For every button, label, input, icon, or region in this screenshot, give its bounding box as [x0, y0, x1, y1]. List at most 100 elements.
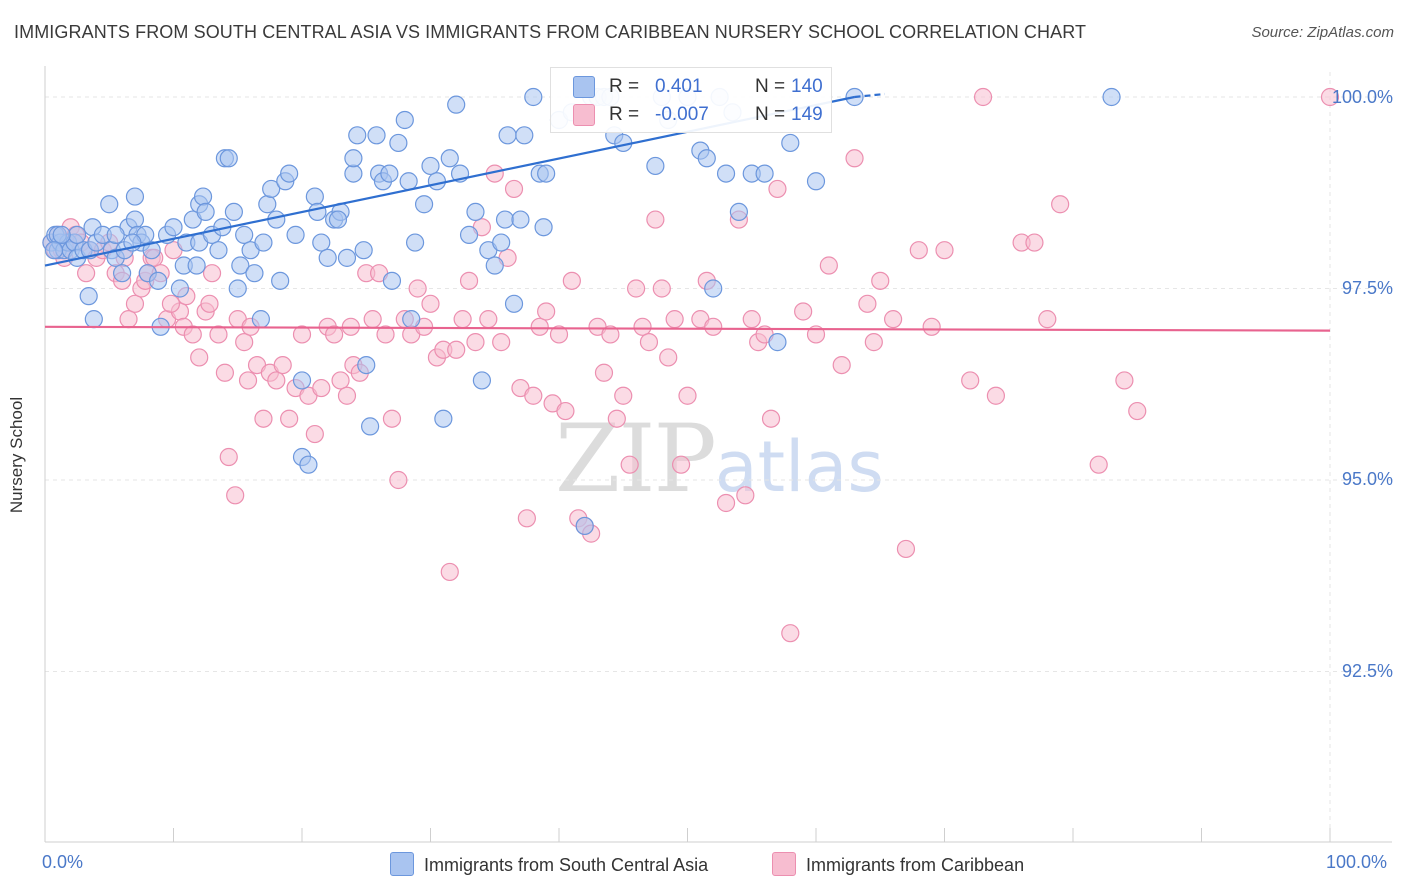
- caribbean-point: [832, 356, 851, 375]
- south-central-asia-point: [402, 310, 421, 329]
- south-central-asia-point: [254, 233, 273, 252]
- y-axis-label: Nursery School: [7, 396, 26, 514]
- caribbean-point: [382, 409, 402, 428]
- caribbean-point: [871, 271, 890, 290]
- south-central-asia-point: [380, 164, 399, 183]
- south-central-asia-point: [405, 233, 425, 252]
- caribbean-point: [190, 348, 209, 367]
- caribbean-point: [607, 409, 626, 428]
- caribbean-point: [459, 271, 479, 290]
- caribbean-point: [883, 310, 903, 329]
- south-central-asia-point: [68, 225, 87, 244]
- south-central-asia-point: [427, 172, 447, 191]
- legend-swatch-pink: [573, 104, 595, 126]
- caribbean-point: [280, 409, 299, 428]
- caribbean-point: [819, 256, 838, 275]
- caribbean-point: [973, 87, 993, 107]
- south-central-asia-point: [755, 164, 774, 183]
- caribbean-point: [524, 386, 543, 405]
- south-central-asia-point: [806, 172, 826, 191]
- caribbean-trend-line: [44, 325, 1331, 332]
- caribbean-point: [761, 409, 781, 428]
- caribbean-point: [1025, 233, 1044, 252]
- caribbean-point: [659, 348, 678, 367]
- caribbean-point: [633, 317, 652, 336]
- south-central-asia-point: [245, 264, 264, 283]
- south-central-asia-point: [354, 241, 373, 260]
- south-central-asia-point: [537, 164, 556, 183]
- caribbean-point: [1089, 455, 1108, 474]
- south-central-asia-point: [361, 417, 380, 436]
- south-central-asia-point: [262, 179, 281, 199]
- south-central-asia-point: [495, 210, 515, 229]
- south-central-asia-point: [337, 248, 357, 267]
- south-central-asia-point: [305, 187, 324, 206]
- south-central-asia-point: [196, 202, 215, 221]
- caribbean-point: [292, 325, 312, 344]
- south-central-asia-point: [504, 294, 524, 313]
- grid-lines: [45, 72, 1392, 842]
- south-central-asia-point: [209, 241, 228, 260]
- caribbean-point: [440, 562, 459, 582]
- south-central-asia-point: [235, 225, 254, 244]
- south-central-asia-point: [44, 241, 64, 260]
- south-central-asia-point: [125, 210, 145, 229]
- legend-label: Immigrants from South Central Asia: [424, 855, 709, 875]
- caribbean-point: [235, 333, 254, 352]
- south-central-asia-point: [515, 126, 534, 145]
- south-central-asia-point: [219, 149, 238, 168]
- south-central-asia-point: [511, 210, 530, 229]
- caribbean-point: [273, 356, 292, 375]
- caribbean-point: [1128, 401, 1147, 421]
- caribbean-point: [961, 371, 980, 390]
- y-tick-label: 97.5%: [1341, 278, 1393, 298]
- caribbean-point: [1051, 195, 1070, 214]
- r-label: R =: [609, 104, 640, 125]
- south-central-asia-point: [729, 202, 749, 221]
- caribbean-point: [594, 363, 614, 382]
- south-central-asia-point: [164, 218, 183, 237]
- r-value: 0.401: [655, 76, 703, 97]
- south-central-asia-point: [231, 256, 250, 275]
- caribbean-point: [183, 325, 202, 344]
- south-central-asia-point: [534, 218, 553, 237]
- caribbean-point: [549, 325, 569, 344]
- caribbean-point: [215, 363, 234, 382]
- south-central-asia-point: [440, 149, 459, 168]
- caribbean-point: [896, 539, 916, 559]
- caribbean-point: [1320, 87, 1340, 107]
- legend-swatch-blue: [573, 76, 595, 98]
- south-central-asia-point: [271, 271, 290, 290]
- south-central-asia-point: [395, 110, 414, 130]
- caribbean-point: [209, 325, 228, 344]
- caribbean-point: [363, 310, 382, 329]
- south-central-asia-point: [328, 210, 348, 229]
- south-central-asia-point: [84, 310, 103, 329]
- south-central-asia-points: [42, 87, 1121, 536]
- south-central-asia-point: [704, 279, 723, 298]
- south-central-asia-point: [280, 164, 299, 183]
- caribbean-point: [77, 264, 96, 283]
- caribbean-point: [453, 310, 472, 329]
- south-central-asia-point: [382, 271, 402, 290]
- caribbean-point: [200, 294, 219, 313]
- caribbean-point: [219, 447, 238, 467]
- south-central-asia-point: [193, 187, 213, 206]
- south-central-asia-point: [646, 156, 665, 176]
- caribbean-point: [742, 310, 761, 329]
- caribbean-point: [626, 279, 646, 298]
- caribbean-point: [376, 325, 395, 344]
- south-central-asia-point: [447, 95, 466, 114]
- caribbean-point: [226, 486, 245, 505]
- south-central-asia-point: [187, 256, 206, 275]
- axes: [44, 66, 1392, 843]
- south-central-asia-point: [251, 310, 270, 329]
- y-tick-label: 100.0%: [1331, 87, 1393, 107]
- caribbean-point: [858, 294, 877, 313]
- south-central-asia-point: [258, 195, 277, 214]
- south-central-asia-point: [434, 409, 453, 428]
- caribbean-point: [781, 624, 800, 643]
- source-label: Source: ZipAtlas.com: [1251, 24, 1394, 41]
- n-label: N =: [755, 76, 786, 97]
